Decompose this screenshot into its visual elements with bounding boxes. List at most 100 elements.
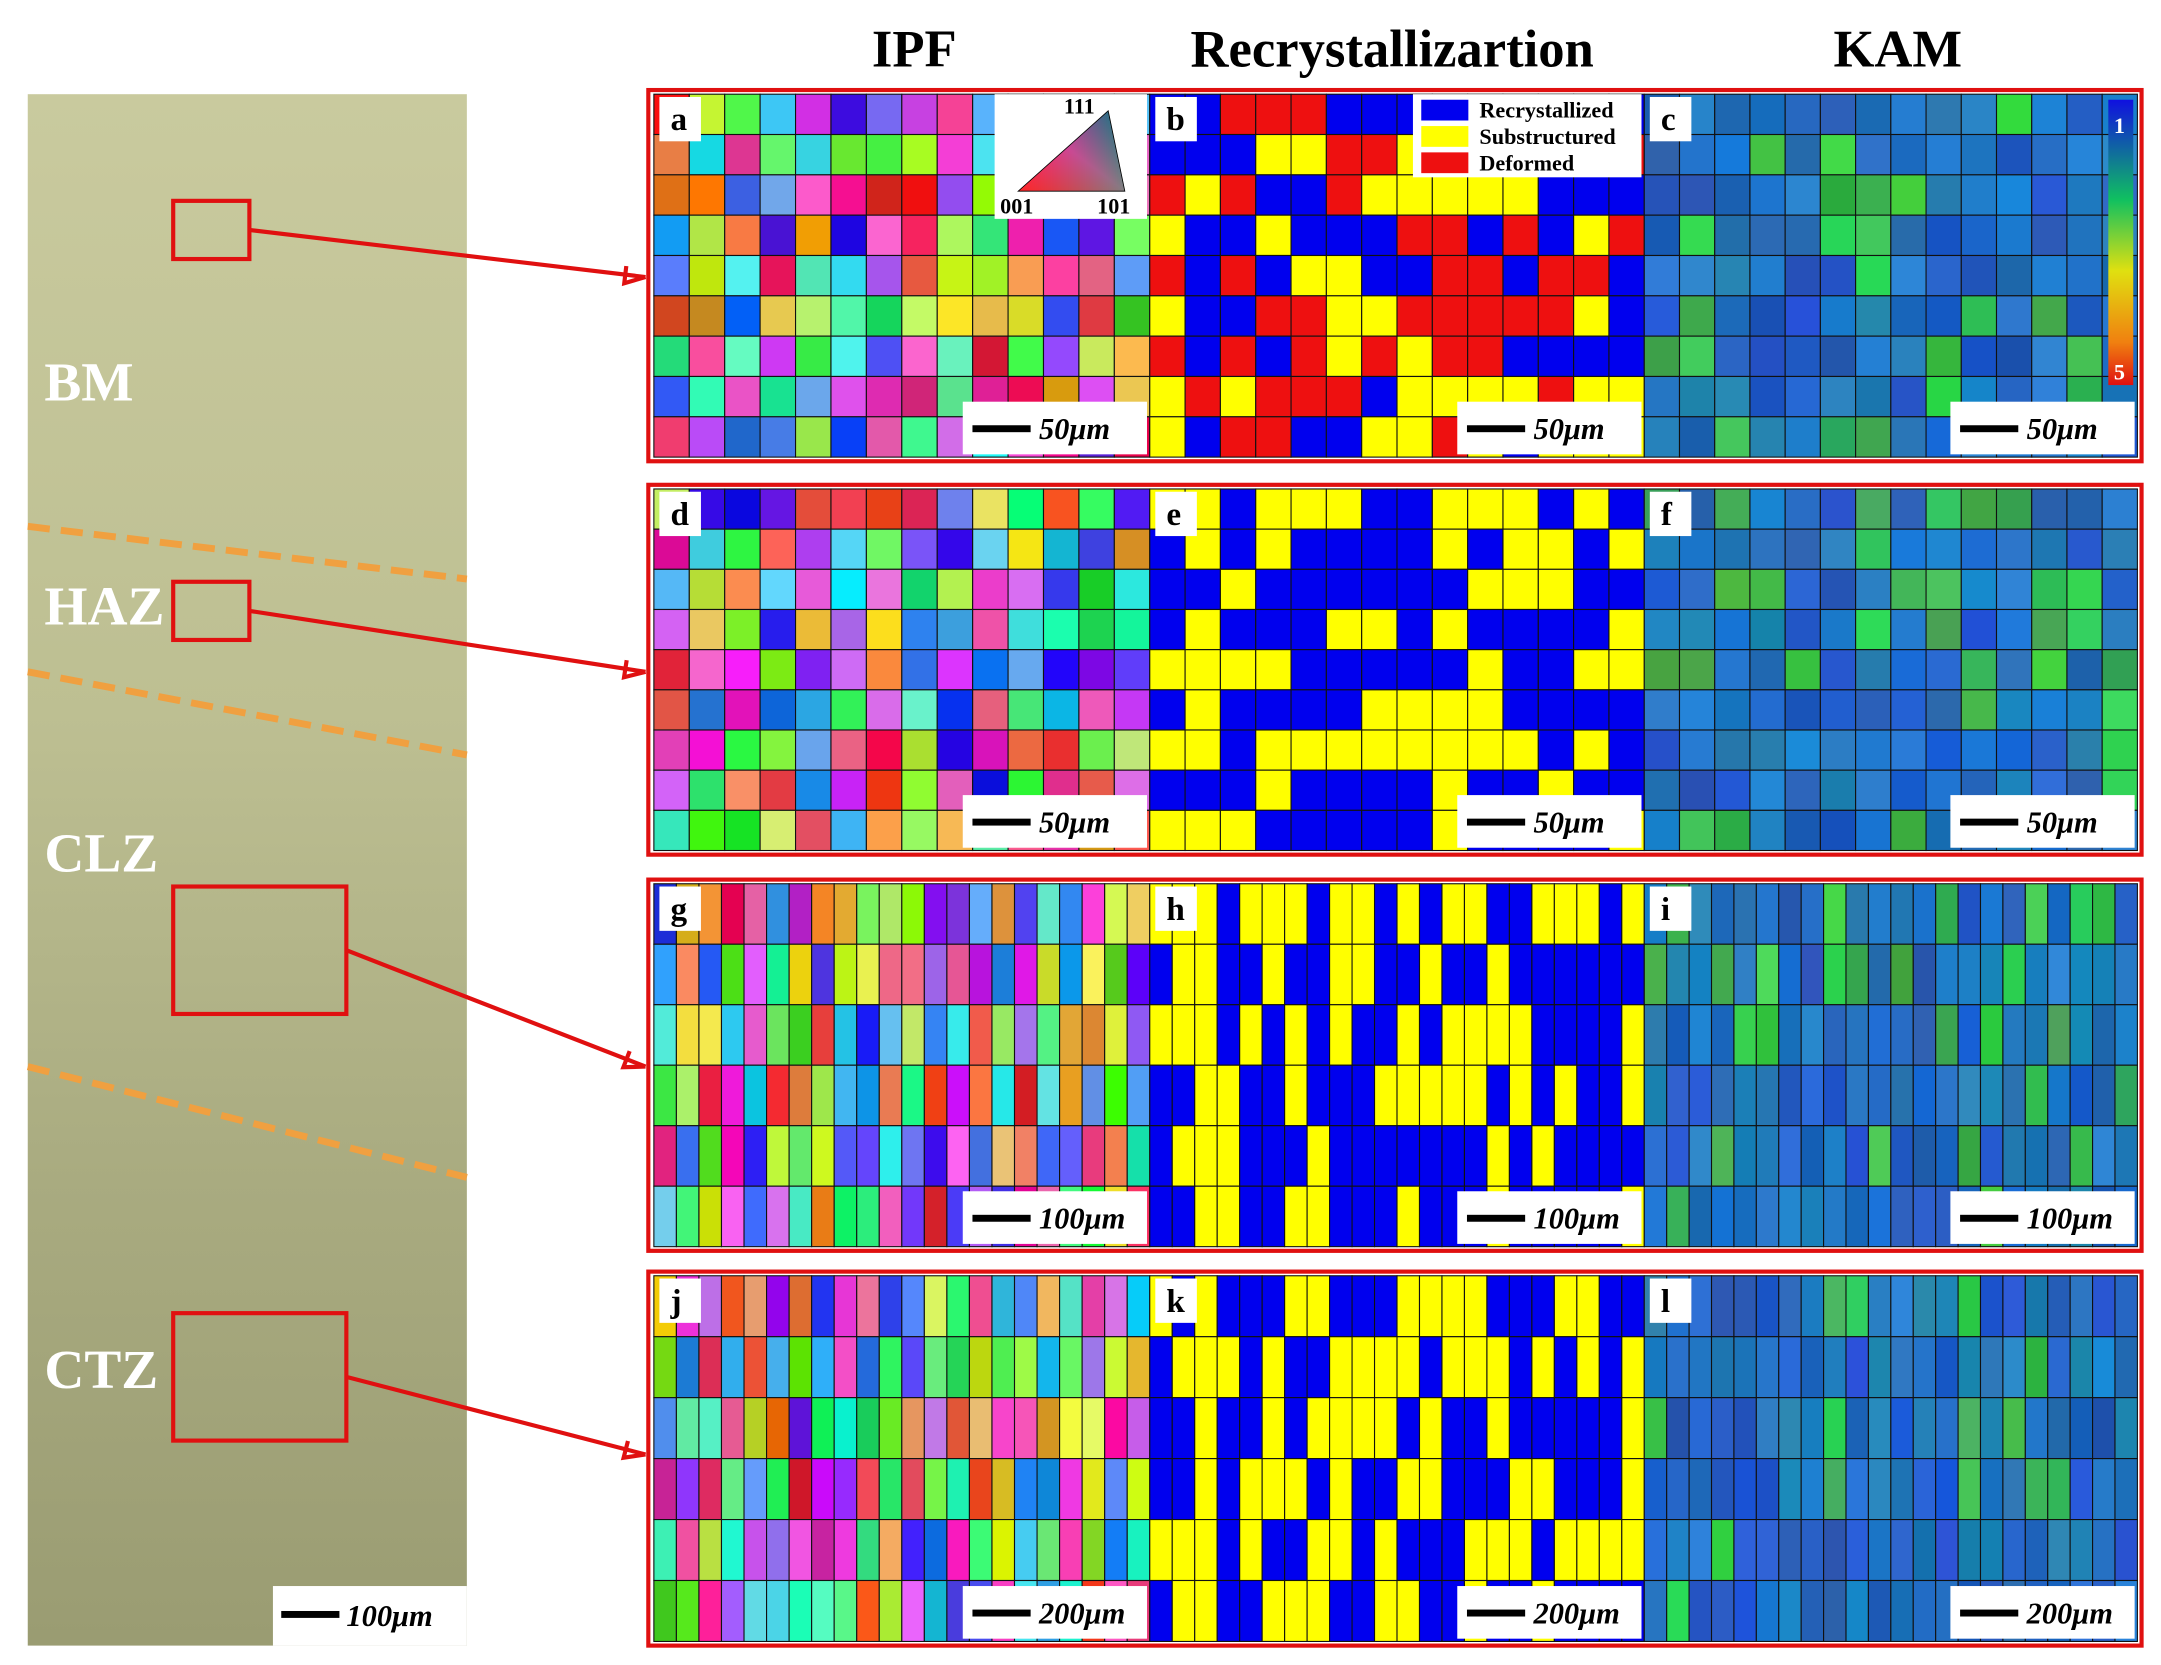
- grain: [901, 1125, 925, 1187]
- grain: [1502, 528, 1539, 570]
- row-frame: [646, 877, 2144, 1253]
- grain: [1284, 1519, 1308, 1582]
- grain: [1598, 1064, 1623, 1127]
- grain: [2031, 649, 2068, 691]
- grain: [1351, 1397, 1376, 1460]
- grain: [720, 1336, 745, 1399]
- grain: [2002, 1125, 2026, 1187]
- grain: [1284, 1458, 1308, 1521]
- grain: [1890, 1397, 1914, 1460]
- grain: [675, 943, 700, 1006]
- grain: [2024, 1125, 2049, 1187]
- grain: [1960, 335, 1998, 378]
- grain: [1845, 1125, 1869, 1187]
- scale-bar: [972, 1214, 1031, 1222]
- grain: [1925, 133, 1962, 176]
- grain: [1960, 254, 1998, 297]
- panel-letter-box: [659, 96, 701, 142]
- grain: [1306, 1275, 1331, 1338]
- grain: [1290, 608, 1327, 651]
- grain: [1418, 1336, 1443, 1399]
- grain: [1912, 883, 1937, 945]
- grain: [2047, 1519, 2071, 1582]
- grain: [1329, 1275, 1353, 1338]
- grain: [1995, 335, 2033, 378]
- grain: [1890, 649, 1927, 691]
- grain: [1104, 1458, 1128, 1521]
- grain: [1960, 174, 1998, 216]
- grain: [759, 174, 797, 216]
- grain: [1216, 1125, 1241, 1187]
- grain: [788, 943, 813, 1006]
- grain: [1855, 528, 1892, 570]
- grain: [1184, 729, 1221, 771]
- grain: [972, 568, 1009, 611]
- grain: [878, 1519, 903, 1582]
- grain: [2002, 1519, 2026, 1582]
- grain: [1149, 608, 1186, 651]
- grain: [972, 608, 1009, 651]
- grain: [1325, 133, 1363, 176]
- grain: [2031, 214, 2068, 257]
- grain: [830, 416, 867, 458]
- grain: [1284, 1064, 1308, 1127]
- grain: [1431, 214, 1469, 257]
- grain: [1290, 729, 1327, 771]
- grain: [1042, 528, 1080, 570]
- grain: [1960, 488, 1998, 530]
- arrow: [249, 608, 646, 674]
- grain: [1995, 729, 2033, 771]
- grain: [1755, 1458, 1780, 1521]
- panel-letter: e: [1166, 496, 1181, 533]
- grain: [1995, 528, 2033, 570]
- scale-bar-label: 50μm: [2027, 412, 2098, 446]
- grain: [1042, 729, 1080, 771]
- grain: [2101, 568, 2138, 611]
- grain: [688, 729, 726, 771]
- grain: [2024, 1336, 2049, 1399]
- grain: [698, 1004, 723, 1066]
- panel-letter-box: [1649, 886, 1692, 931]
- grain: [991, 1397, 1016, 1460]
- legend-label: Deformed: [1479, 150, 1574, 175]
- grain: [1643, 1397, 1668, 1460]
- grain: [788, 1336, 813, 1399]
- grain: [1261, 883, 1286, 945]
- grain: [1373, 1579, 1398, 1643]
- grain: [1329, 1336, 1353, 1399]
- grain: [1867, 1185, 1892, 1248]
- grain: [766, 1519, 790, 1582]
- grain: [901, 729, 938, 771]
- grain: [675, 1336, 700, 1399]
- grain: [724, 809, 761, 852]
- grain: [1784, 254, 1821, 297]
- grain: [1149, 335, 1186, 378]
- grain: [1890, 375, 1927, 418]
- grain: [759, 375, 797, 418]
- grain: [1216, 1458, 1241, 1521]
- grain: [1396, 375, 1433, 418]
- grain: [1800, 1185, 1825, 1248]
- grain: [1149, 943, 1173, 1006]
- grain: [1800, 1064, 1825, 1127]
- grain: [1778, 1579, 1802, 1643]
- grain: [1194, 943, 1218, 1006]
- grain: [923, 1064, 948, 1127]
- grain: [1126, 1336, 1151, 1399]
- scale-bar: [1466, 1609, 1526, 1617]
- grain: [1486, 1064, 1510, 1127]
- grain: [1418, 1397, 1443, 1460]
- grain: [1678, 416, 1716, 458]
- grain: [1598, 1397, 1623, 1460]
- grain: [1576, 1125, 1600, 1187]
- grain: [1042, 568, 1080, 611]
- grain: [2002, 1275, 2026, 1338]
- grain: [1351, 1579, 1376, 1643]
- grain: [2114, 1064, 2138, 1127]
- grain: [1935, 943, 1959, 1006]
- grain: [1284, 1397, 1308, 1460]
- grain: [2114, 883, 2138, 945]
- grain: [1396, 883, 1421, 945]
- scale-bar-label: 200μm: [1038, 1596, 1125, 1630]
- grain: [2031, 174, 2068, 216]
